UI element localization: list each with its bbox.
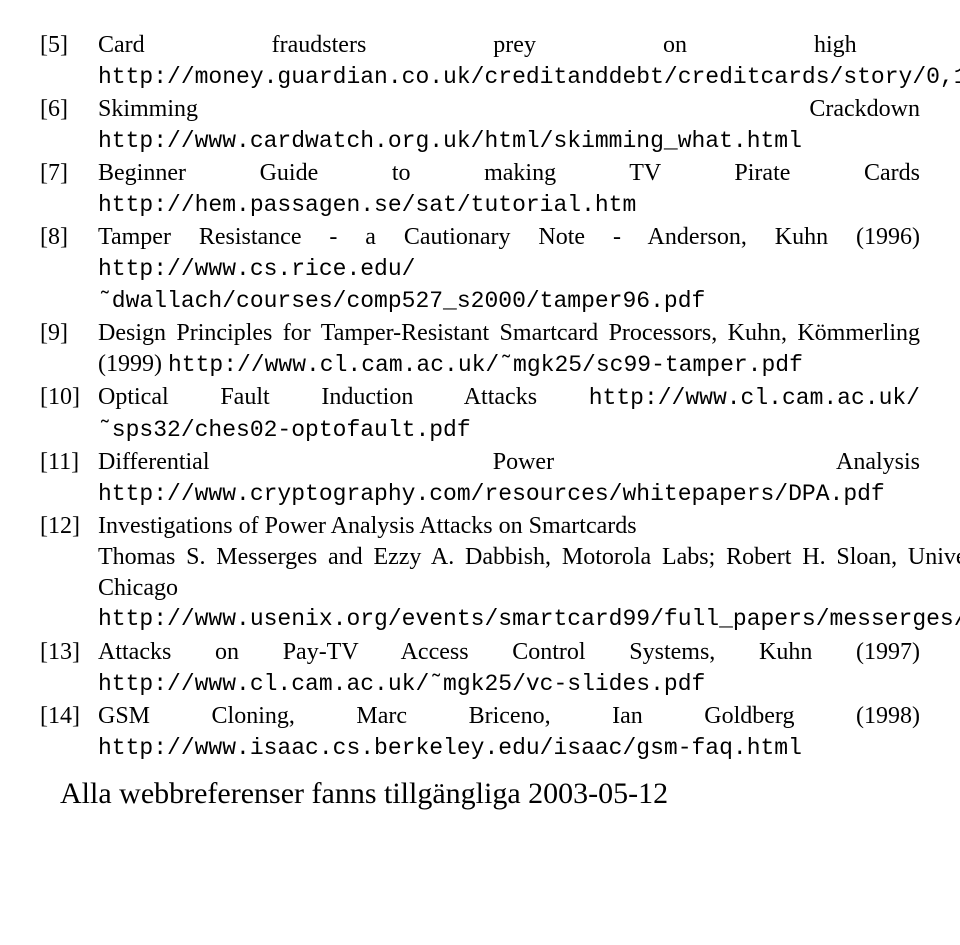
reference-url: http://hem.passagen.se/sat/tutorial.htm — [98, 192, 636, 218]
reference-url: http://www.cardwatch.org.uk/html/skimmin… — [98, 128, 802, 154]
reference-number: [7] — [40, 158, 98, 220]
reference-number: [11] — [40, 447, 98, 509]
reference-text: Thomas S. Messerges and Ezzy A. Dabbish,… — [98, 544, 960, 601]
footer-note: Alla webbreferenser fanns tillgängliga 2… — [60, 775, 920, 813]
reference-url: http://www.usenix.org/events/smartcard99… — [98, 606, 960, 632]
reference-text: Tamper Resistance - a Cautionary Note - … — [98, 224, 920, 250]
reference-number: [8] — [40, 222, 98, 316]
reference-text: GSM Cloning, Marc Briceno, Ian Goldberg … — [98, 703, 920, 729]
reference-url: http://www.isaac.cs.berkeley.edu/isaac/g… — [98, 735, 802, 761]
reference-text: Beginner Guide to making TV Pirate Cards — [98, 160, 920, 186]
reference-body: Investigations of Power Analysis Attacks… — [98, 511, 960, 635]
reference-item: [10]Optical Fault Induction Attacks http… — [40, 382, 920, 445]
reference-url: http://www.cl.cam.ac.uk/˜mgk25/vc-slides… — [98, 671, 705, 697]
reference-text: Card fraudsters prey on high class diner… — [98, 32, 960, 58]
reference-number: [9] — [40, 318, 98, 380]
reference-text: Optical Fault Induction Attacks — [98, 384, 589, 410]
reference-text: Attacks on Pay-TV Access Control Systems… — [98, 639, 920, 665]
reference-item: [8]Tamper Resistance - a Cautionary Note… — [40, 222, 920, 316]
reference-text: Differential Power Analysis — [98, 449, 920, 475]
reference-url: http://www.cs.rice.edu/˜dwallach/courses… — [98, 256, 705, 313]
reference-number: [10] — [40, 382, 98, 445]
reference-body: Optical Fault Induction Attacks http://w… — [98, 382, 920, 445]
reference-body: Skimming Crackdown http://www.cardwatch.… — [98, 94, 920, 156]
reference-number: [5] — [40, 30, 98, 92]
reference-url: http://www.cl.cam.ac.uk/˜mgk25/sc99-tamp… — [168, 352, 803, 378]
reference-item: [7]Beginner Guide to making TV Pirate Ca… — [40, 158, 920, 220]
reference-body: Tamper Resistance - a Cautionary Note - … — [98, 222, 920, 316]
reference-url: http://money.guardian.co.uk/creditanddeb… — [98, 64, 960, 90]
reference-body: Card fraudsters prey on high class diner… — [98, 30, 960, 92]
reference-item: [6]Skimming Crackdown http://www.cardwat… — [40, 94, 920, 156]
reference-item: [12]Investigations of Power Analysis Att… — [40, 511, 920, 635]
reference-number: [12] — [40, 511, 98, 635]
reference-body: GSM Cloning, Marc Briceno, Ian Goldberg … — [98, 701, 920, 763]
reference-body: Beginner Guide to making TV Pirate Cards… — [98, 158, 920, 220]
reference-item: [9]Design Principles for Tamper-Resistan… — [40, 318, 920, 380]
reference-body: Differential Power Analysis http://www.c… — [98, 447, 920, 509]
reference-text: Investigations of Power Analysis Attacks… — [98, 513, 637, 539]
reference-text: Skimming Crackdown — [98, 96, 920, 122]
reference-body: Attacks on Pay-TV Access Control Systems… — [98, 637, 920, 699]
reference-item: [5]Card fraudsters prey on high class di… — [40, 30, 920, 92]
reference-body: Design Principles for Tamper-Resistant S… — [98, 318, 920, 380]
reference-item: [11]Differential Power Analysis http://w… — [40, 447, 920, 509]
references-list: [5]Card fraudsters prey on high class di… — [40, 30, 920, 763]
reference-number: [13] — [40, 637, 98, 699]
reference-item: [13]Attacks on Pay-TV Access Control Sys… — [40, 637, 920, 699]
reference-item: [14]GSM Cloning, Marc Briceno, Ian Goldb… — [40, 701, 920, 763]
reference-url: http://www.cryptography.com/resources/wh… — [98, 481, 885, 507]
reference-number: [14] — [40, 701, 98, 763]
reference-number: [6] — [40, 94, 98, 156]
